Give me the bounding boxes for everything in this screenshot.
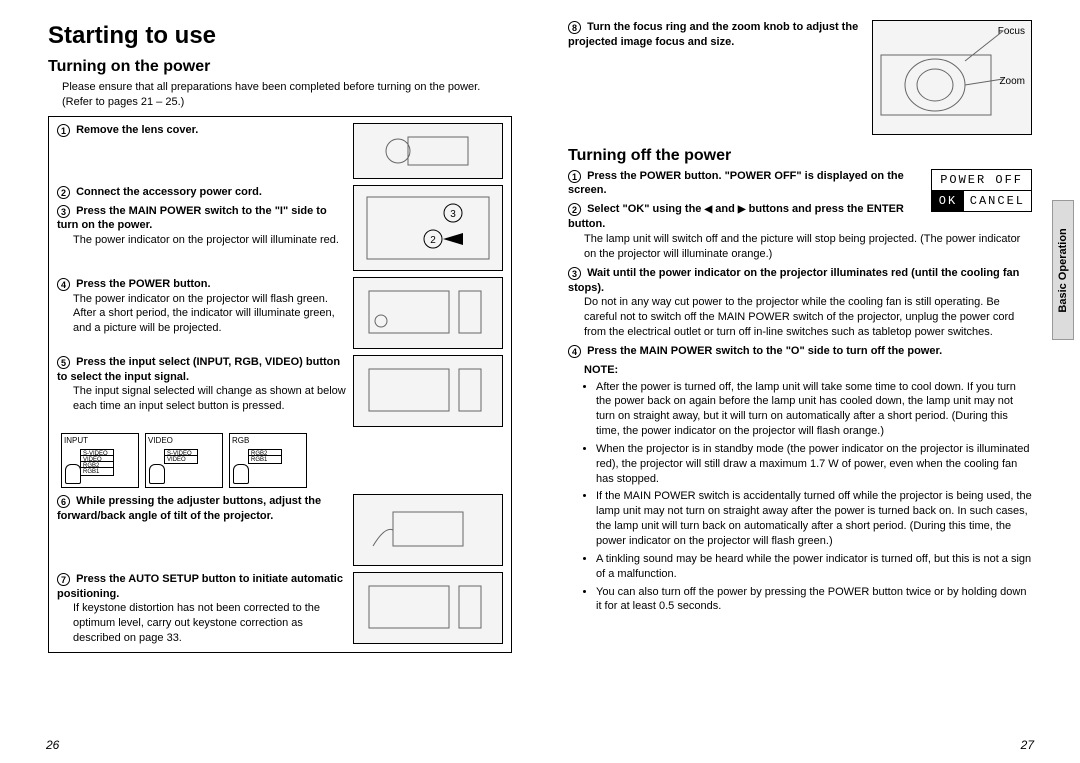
page-title: Starting to use [48, 20, 512, 52]
step-3-body: The power indicator on the projector wil… [73, 233, 347, 248]
section-tab: Basic Operation [1052, 200, 1074, 340]
page-number-left: 26 [46, 737, 59, 753]
hand-icon [149, 464, 165, 484]
svg-text:3: 3 [450, 209, 456, 220]
off-heading: Turning off the power [568, 145, 1032, 167]
step-5-figure [353, 355, 503, 427]
step-4: 4 Press the POWER button. The power indi… [57, 277, 503, 349]
notes-list: After the power is turned off, the lamp … [596, 380, 1032, 615]
signal-video: VIDEO S-VIDEO VIDEO [145, 433, 223, 488]
poweroff-title: POWER OFF [932, 170, 1031, 190]
signal-rgb: RGB RGB2 RGB1 [229, 433, 307, 488]
step-4-body: The power indicator on the projector wil… [73, 292, 347, 337]
note-3: If the MAIN POWER switch is accidentally… [596, 489, 1032, 548]
step-7: 7 Press the AUTO SETUP button to initiat… [57, 572, 503, 646]
off-4-bold: Press the MAIN POWER switch to the "O" s… [587, 345, 942, 357]
step-6: 6 While pressing the adjuster buttons, a… [57, 494, 503, 566]
off-1-bold: Press the POWER button. "POWER OFF" is d… [568, 170, 904, 197]
signal-diagrams: INPUT S-VIDEO VIDEO RGB2 RGB1 VIDEO S-VI… [61, 433, 503, 488]
off-2-body: The lamp unit will switch off and the pi… [584, 232, 1032, 262]
step-num-2: 2 [57, 186, 70, 199]
note-2: When the projector is in standby mode (t… [596, 442, 1032, 487]
step-5-bold: Press the input select (INPUT, RGB, VIDE… [57, 356, 340, 383]
intro-text: Please ensure that all preparations have… [62, 80, 512, 110]
left-arrow-icon: ◀ [704, 204, 712, 215]
poweroff-cancel: CANCEL [964, 191, 1031, 211]
note-1: After the power is turned off, the lamp … [596, 380, 1032, 439]
off-3-body: Do not in any way cut power to the proje… [584, 295, 1032, 340]
step-6-figure [353, 494, 503, 566]
projector-figure: Focus Zoom [872, 20, 1032, 135]
right-arrow-icon: ▶ [738, 204, 746, 215]
step-2-bold: Connect the accessory power cord. [76, 186, 262, 198]
step-7-figure [353, 572, 503, 644]
step-7-body: If keystone distortion has not been corr… [73, 601, 347, 646]
step-1-bold: Remove the lens cover. [76, 124, 198, 136]
step-3: 3 Press the MAIN POWER switch to the "I"… [57, 204, 347, 249]
off-2-pre: Select "OK" using the [587, 203, 704, 215]
note-4: A tinkling sound may be heard while the … [596, 552, 1032, 582]
off-step-3: 3 Wait until the power indicator on the … [568, 266, 1032, 340]
step-1-figure [353, 123, 503, 179]
step-6-bold: While pressing the adjuster buttons, adj… [57, 495, 321, 522]
step-2-3: 2 Connect the accessory power cord. 3 Pr… [57, 185, 503, 271]
off-num-2: 2 [568, 203, 581, 216]
signal-input: INPUT S-VIDEO VIDEO RGB2 RGB1 [61, 433, 139, 488]
step-3-bold: Press the MAIN POWER switch to the "I" s… [57, 205, 327, 232]
step-2: 2 Connect the accessory power cord. [57, 185, 347, 200]
step-num-5: 5 [57, 356, 70, 369]
off-step-4: 4 Press the MAIN POWER switch to the "O"… [568, 344, 1032, 359]
svg-text:2: 2 [430, 235, 436, 246]
step-num-3: 3 [57, 205, 70, 218]
step-5-body: The input signal selected will change as… [73, 384, 347, 414]
off-num-4: 4 [568, 345, 581, 358]
hand-icon [65, 464, 81, 484]
step-5: 5 Press the input select (INPUT, RGB, VI… [57, 355, 503, 427]
step-num-1: 1 [57, 124, 70, 137]
page-number-right: 27 [1021, 737, 1034, 753]
step-num-4: 4 [57, 278, 70, 291]
step-4-figure [353, 277, 503, 349]
note-5: You can also turn off the power by press… [596, 585, 1032, 615]
step-4-bold: Press the POWER button. [76, 278, 210, 290]
page-right: Focus Zoom 8 Turn the focus ring and the… [540, 0, 1080, 763]
step-3-figure: 3 2 [353, 185, 503, 271]
step-1: 1 Remove the lens cover. [57, 123, 503, 179]
section-heading: Turning on the power [48, 56, 512, 78]
poweroff-dialog: POWER OFF OK CANCEL [931, 169, 1032, 212]
note-label: NOTE: [584, 363, 1032, 378]
steps-box: 1 Remove the lens cover. 2 Connect the a… [48, 116, 512, 653]
page-left: Starting to use Turning on the power Ple… [0, 0, 540, 763]
step-8-bold: Turn the focus ring and the zoom knob to… [568, 21, 858, 48]
poweroff-ok: OK [932, 191, 964, 211]
turning-off-section: Turning off the power POWER OFF OK CANCE… [568, 145, 1032, 614]
off-num-3: 3 [568, 267, 581, 280]
off-3-bold: Wait until the power indicator on the pr… [568, 267, 1019, 294]
off-num-1: 1 [568, 170, 581, 183]
step-7-bold: Press the AUTO SETUP button to initiate … [57, 573, 343, 600]
hand-icon [233, 464, 249, 484]
step-num-6: 6 [57, 495, 70, 508]
step-num-8: 8 [568, 21, 581, 34]
step-num-7: 7 [57, 573, 70, 586]
section-tab-label: Basic Operation [1056, 228, 1071, 312]
